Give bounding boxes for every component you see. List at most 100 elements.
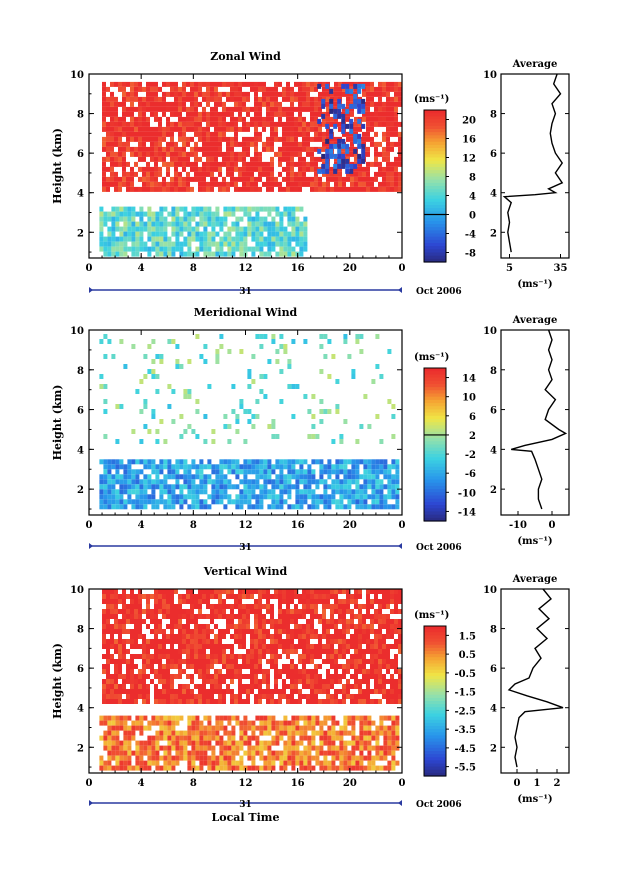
heatmap-cell <box>223 459 228 465</box>
heatmap-cell <box>387 489 392 495</box>
heatmap-cell <box>122 629 126 634</box>
heatmap-cell <box>202 684 206 689</box>
heatmap-cell <box>163 206 168 212</box>
heatmap-cell <box>254 96 258 102</box>
heatmap-cell <box>282 146 286 152</box>
heatmap-cell <box>230 166 234 172</box>
heatmap-cell <box>171 760 176 766</box>
heatmap-cell <box>135 251 140 257</box>
heatmap-cell <box>230 116 234 122</box>
heatmap-cell <box>270 111 274 117</box>
heatmap-cell <box>158 136 162 142</box>
heatmap-cell <box>271 434 276 439</box>
heatmap-cell <box>295 750 300 756</box>
heatmap-cell <box>263 720 268 726</box>
heatmap-cell <box>286 669 290 674</box>
heatmap-cell <box>207 760 212 766</box>
heatmap-cell <box>274 679 278 684</box>
heatmap-cell <box>131 216 136 222</box>
heatmap-cell <box>154 674 158 679</box>
heatmap-cell <box>353 83 358 89</box>
heatmap-cell <box>210 694 214 699</box>
heatmap-cell <box>398 136 402 142</box>
colorbar-swatch <box>424 239 446 244</box>
heatmap-cell <box>147 464 152 470</box>
heatmap-cell <box>247 755 252 761</box>
heatmap-cell <box>290 176 294 182</box>
heatmap-cell <box>106 679 110 684</box>
heatmap-cell <box>379 755 384 761</box>
heatmap-cell <box>211 760 216 766</box>
colorbar-unit: (ms⁻¹) <box>414 94 449 105</box>
heatmap-cell <box>371 720 376 726</box>
colorbar-swatch <box>424 113 446 117</box>
heatmap-cell <box>198 634 202 639</box>
heatmap-cell <box>159 765 164 771</box>
heatmap-cell <box>298 126 302 132</box>
heatmap-cell <box>175 735 180 741</box>
heatmap-cell <box>318 639 322 644</box>
heatmap-cell <box>242 624 246 629</box>
heatmap-cell <box>318 614 322 619</box>
heatmap-cell <box>171 221 176 227</box>
heatmap-cell <box>138 599 142 604</box>
heatmap-cell <box>251 354 256 359</box>
heatmap-cell <box>327 730 332 736</box>
heatmap-cell <box>151 469 156 475</box>
heatmap-cell <box>298 81 302 87</box>
heatmap-cell <box>326 604 330 609</box>
heatmap-cell <box>286 674 290 679</box>
heatmap-cell <box>163 730 168 736</box>
heatmap-cell <box>366 609 370 614</box>
colorbar-swatch <box>424 457 446 462</box>
heatmap-cell <box>341 113 346 119</box>
heatmap-cell <box>390 121 394 127</box>
heatmap-cell <box>227 251 232 257</box>
heatmap-cell <box>299 236 304 242</box>
heatmap-cell <box>323 354 328 359</box>
profile-y-tick-label: 6 <box>490 149 497 160</box>
heatmap-cell <box>278 599 282 604</box>
heatmap-cell <box>367 720 372 726</box>
heatmap-cell <box>182 121 186 127</box>
heatmap-cell <box>115 755 120 761</box>
heatmap-cell <box>146 694 150 699</box>
heatmap-cell <box>163 464 168 470</box>
heatmap-cell <box>238 674 242 679</box>
heatmap-cell <box>223 489 228 495</box>
heatmap-cell <box>398 161 402 167</box>
heatmap-cell <box>338 699 342 704</box>
heatmap-cell <box>307 740 312 746</box>
heatmap-cell <box>127 730 132 736</box>
heatmap-cell <box>351 750 356 756</box>
heatmap-cell <box>331 730 336 736</box>
heatmap-cell <box>198 136 202 142</box>
heatmap-cell <box>274 659 278 664</box>
heatmap-cell <box>318 634 322 639</box>
heatmap-cell <box>103 464 108 470</box>
heatmap-cell <box>274 589 278 594</box>
heatmap-cell <box>147 206 152 212</box>
heatmap-cell <box>262 141 266 147</box>
heatmap-cell <box>319 494 324 500</box>
heatmap-cell <box>194 599 198 604</box>
heatmap-cell <box>170 146 174 152</box>
heatmap-cell <box>111 735 116 741</box>
heatmap-cell <box>202 116 206 122</box>
heatmap-cell <box>150 91 154 97</box>
heatmap-cell <box>374 141 378 147</box>
heatmap-cell <box>206 181 210 187</box>
heatmap-cell <box>366 589 370 594</box>
heatmap-cell <box>275 750 280 756</box>
heatmap-cell <box>390 81 394 87</box>
heatmap-cell <box>111 474 116 480</box>
heatmap-cell <box>334 609 338 614</box>
heatmap-cell <box>231 241 236 247</box>
heatmap-cell <box>206 629 210 634</box>
heatmap-cell <box>206 86 210 92</box>
heatmap-cell <box>146 116 150 122</box>
colorbar-swatch <box>424 220 446 225</box>
heatmap-cell <box>283 484 288 490</box>
heatmap-cell <box>318 594 322 599</box>
heatmap-cell <box>254 649 258 654</box>
